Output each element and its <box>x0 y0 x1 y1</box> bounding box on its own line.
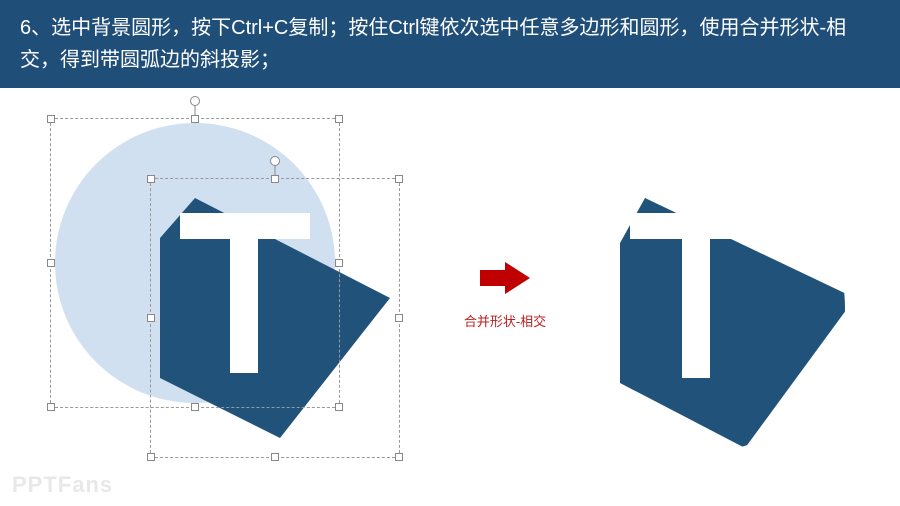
resize-handle[interactable] <box>147 175 155 183</box>
rotation-handle-icon[interactable] <box>190 96 200 106</box>
resize-handle[interactable] <box>191 115 199 123</box>
result-shape <box>600 188 860 468</box>
instruction-header: 6、选中背景圆形，按下Ctrl+C复制；按住Ctrl键依次选中任意多边形和圆形，… <box>0 0 900 88</box>
resize-handle[interactable] <box>395 314 403 322</box>
resize-handle[interactable] <box>147 453 155 461</box>
right-result-panel <box>600 188 850 448</box>
content-area: 合并形状-相交 <box>0 88 900 504</box>
resize-handle[interactable] <box>47 259 55 267</box>
arrow-block: 合并形状-相交 <box>450 258 560 330</box>
rotation-handle-icon[interactable] <box>270 156 280 166</box>
resize-handle[interactable] <box>147 314 155 322</box>
watermark: PPTFans <box>12 472 113 498</box>
resize-handle[interactable] <box>47 403 55 411</box>
instruction-text: 6、选中背景圆形，按下Ctrl+C复制；按住Ctrl键依次选中任意多边形和圆形，… <box>20 17 846 71</box>
resize-handle[interactable] <box>271 175 279 183</box>
resize-handle[interactable] <box>47 115 55 123</box>
arrow-label: 合并形状-相交 <box>450 311 560 330</box>
resize-handle[interactable] <box>395 175 403 183</box>
left-shapes-panel <box>50 118 400 458</box>
resize-handle[interactable] <box>335 115 343 123</box>
polygon-selection-box[interactable] <box>150 178 400 458</box>
resize-handle[interactable] <box>395 453 403 461</box>
resize-handle[interactable] <box>271 453 279 461</box>
arrow-icon <box>475 258 535 298</box>
